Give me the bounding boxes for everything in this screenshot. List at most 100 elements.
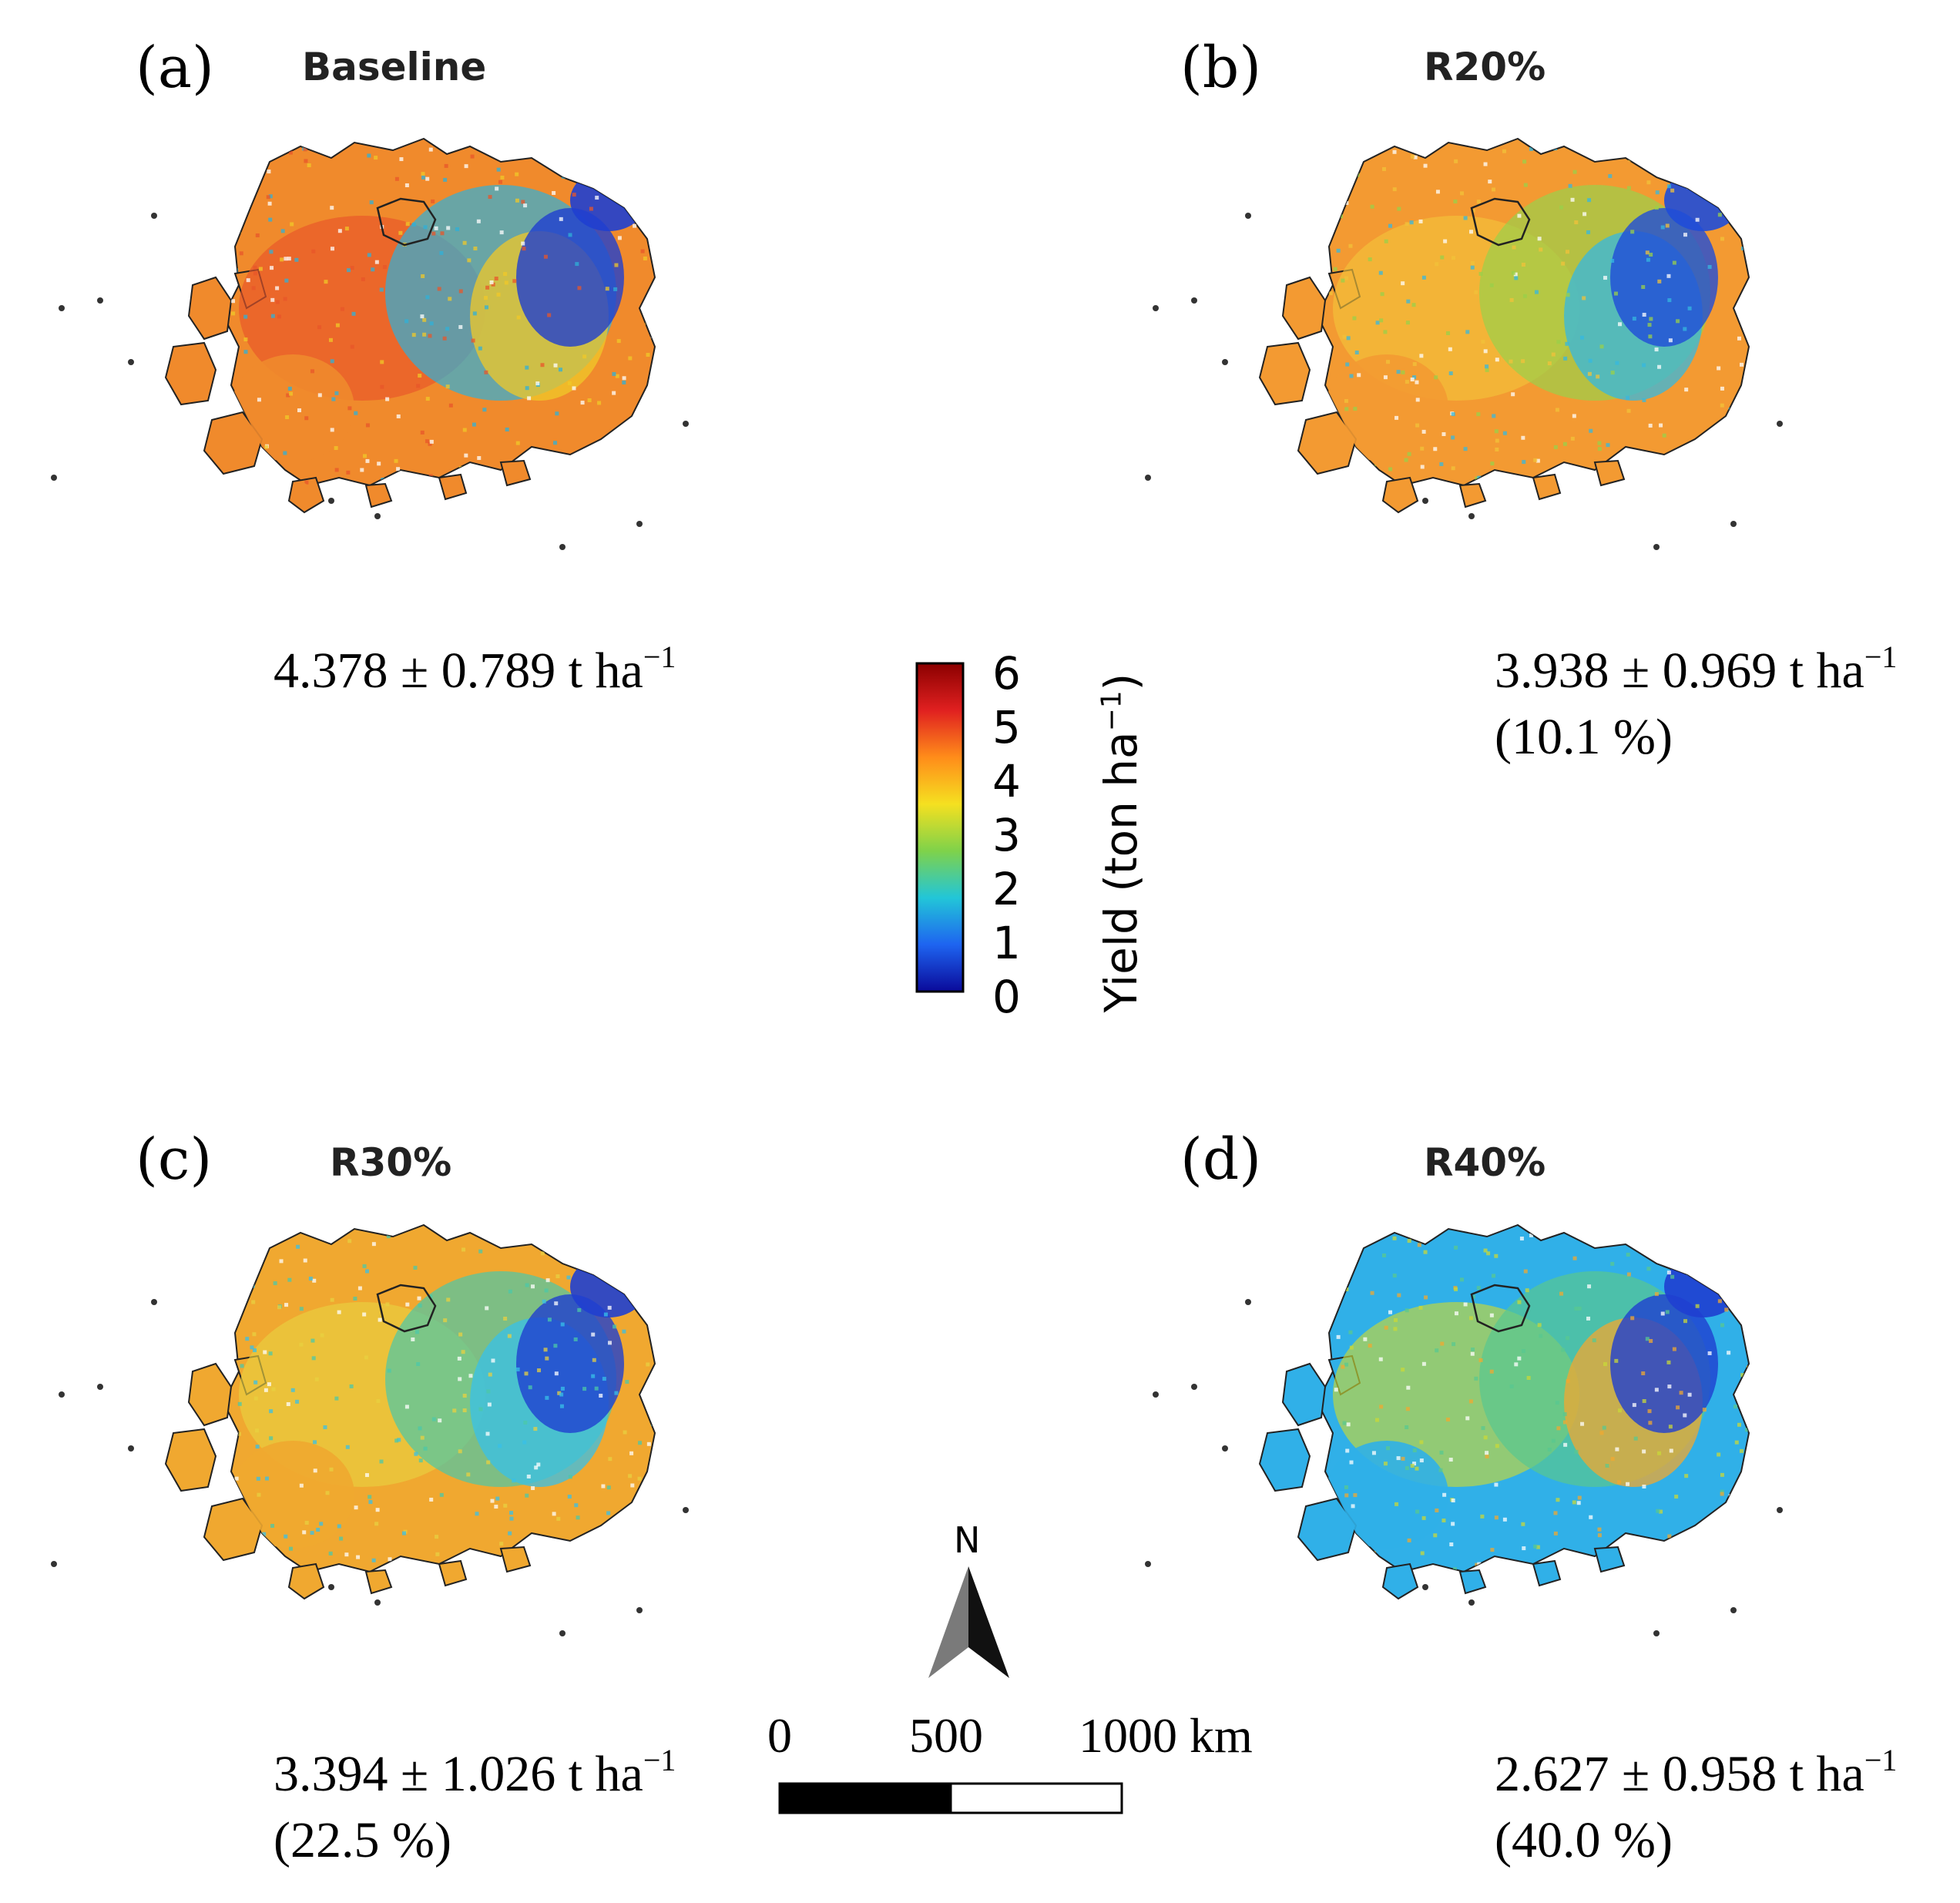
- island-region: [1458, 482, 1487, 508]
- islet: [683, 421, 689, 427]
- islet: [683, 1507, 689, 1513]
- islet: [1730, 1607, 1737, 1613]
- island-region: [1532, 1559, 1562, 1587]
- island-region: [287, 476, 325, 514]
- islet: [1777, 421, 1783, 427]
- panel-b-change: (10.1 %): [1495, 709, 1673, 765]
- lake-outline: [1470, 1284, 1531, 1333]
- islet: [1222, 359, 1228, 365]
- island-region: [1297, 411, 1358, 475]
- panel-c-mean-sd: 3.394 ± 1.026 t ha−1: [274, 1743, 676, 1803]
- panel-b-mean-sd: 3.938 ± 0.969 t ha−1: [1495, 639, 1898, 700]
- islet: [1153, 305, 1159, 311]
- island-region: [1458, 1569, 1487, 1595]
- island-region: [1258, 1428, 1311, 1492]
- islet: [1653, 544, 1660, 550]
- islet: [97, 1384, 103, 1390]
- islet: [59, 305, 65, 311]
- colorbar-tick: 0: [992, 971, 1021, 1023]
- colorbar-tick: 3: [992, 809, 1021, 861]
- yield-patch: [516, 1294, 624, 1433]
- north-label: N: [954, 1519, 981, 1561]
- islet: [1245, 1299, 1251, 1305]
- yield-patch: [1610, 1294, 1718, 1433]
- panel-d-title: R40%: [1424, 1140, 1546, 1185]
- islet: [636, 521, 643, 527]
- islet: [1422, 1584, 1428, 1590]
- islet: [1422, 498, 1428, 504]
- islet: [1653, 1630, 1660, 1636]
- island-region: [1532, 473, 1562, 501]
- islet: [151, 213, 157, 219]
- island-region: [438, 1559, 468, 1587]
- islet: [1468, 513, 1475, 519]
- island-region: [203, 411, 263, 475]
- islet: [1222, 1445, 1228, 1452]
- islet: [1191, 1384, 1197, 1390]
- panel-d-map: [1145, 1223, 1783, 1636]
- panel-b-map: [1145, 137, 1783, 550]
- islet: [559, 1630, 566, 1636]
- islet: [97, 297, 103, 304]
- lake-outline: [376, 1284, 437, 1333]
- islet: [636, 1607, 643, 1613]
- islet: [374, 513, 381, 519]
- islet: [128, 1445, 134, 1452]
- islet: [59, 1391, 65, 1398]
- panel-a-map: [51, 137, 689, 550]
- islet: [328, 1584, 334, 1590]
- islet: [51, 1561, 57, 1567]
- panel-d-change: (40.0 %): [1495, 1812, 1673, 1868]
- panel-c-letter: (c): [136, 1126, 213, 1193]
- island-region: [1381, 476, 1419, 514]
- islet: [328, 498, 334, 504]
- panel-c-change: (22.5 %): [274, 1812, 451, 1868]
- island-region: [164, 341, 217, 406]
- colorbar-tick: 4: [992, 755, 1021, 807]
- island-region: [287, 1562, 325, 1600]
- island-region: [438, 473, 468, 501]
- yield-patch: [231, 1441, 354, 1549]
- islet: [128, 359, 134, 365]
- colorbar-tick: 5: [992, 701, 1021, 753]
- scalebar-label: 0: [767, 1708, 792, 1763]
- lake-outline: [376, 197, 437, 247]
- island-region: [187, 1362, 233, 1427]
- island-region: [1297, 1497, 1358, 1562]
- island-region: [364, 1569, 393, 1595]
- yield-patch: [516, 208, 624, 347]
- islet: [1153, 1391, 1159, 1398]
- islet: [374, 1599, 381, 1606]
- colorbar-label: Yield (ton ha−1): [1095, 673, 1147, 1013]
- islet: [1730, 521, 1737, 527]
- island-region: [499, 1546, 532, 1573]
- scalebar: [778, 1782, 1123, 1814]
- islet: [151, 1299, 157, 1305]
- panel-b-letter: (b): [1180, 35, 1262, 101]
- colorbar-tick: 1: [992, 917, 1021, 969]
- panel-c-title: R30%: [330, 1140, 452, 1185]
- island-region: [203, 1497, 263, 1562]
- yield-patch: [570, 169, 647, 231]
- panel-a-title: Baseline: [302, 45, 487, 89]
- island-region: [1593, 459, 1626, 487]
- colorbar-gradient: [915, 662, 965, 993]
- island-region: [1593, 1546, 1626, 1573]
- islet: [1145, 475, 1151, 481]
- islet: [51, 475, 57, 481]
- islet: [1191, 297, 1197, 304]
- north-arrow-icon: [928, 1566, 1009, 1678]
- panel-d-letter: (d): [1180, 1126, 1262, 1193]
- island-region: [1381, 1562, 1419, 1600]
- island-region: [1281, 276, 1327, 341]
- panel-b-title: R20%: [1424, 45, 1546, 89]
- yield-patch: [1664, 169, 1741, 231]
- scalebar-label: 1000 km: [1079, 1708, 1253, 1763]
- panel-a-mean-sd: 4.378 ± 0.789 t ha−1: [274, 639, 676, 700]
- islet: [1145, 1561, 1151, 1567]
- island-region: [164, 1428, 217, 1492]
- islet: [559, 544, 566, 550]
- scalebar-label: 500: [909, 1708, 983, 1763]
- colorbar: [915, 662, 965, 993]
- islet: [1777, 1507, 1783, 1513]
